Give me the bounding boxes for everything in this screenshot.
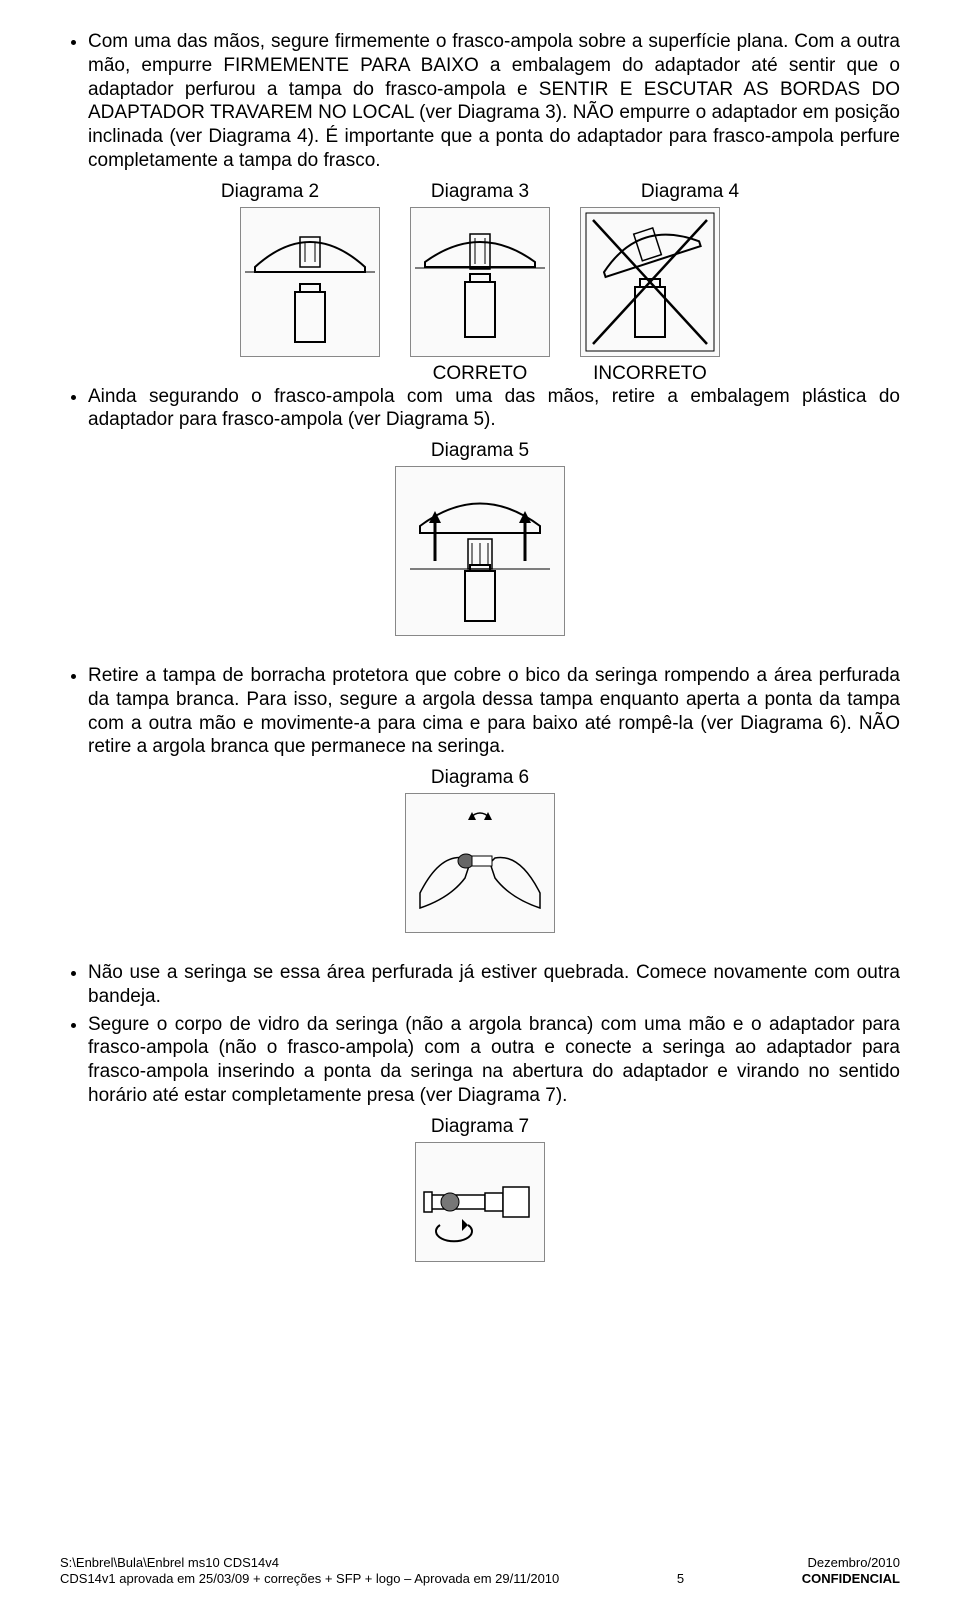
footer-page-number: 5 [651, 1571, 711, 1587]
diagram-7-wrap [60, 1142, 900, 1262]
correto-label: CORRETO [410, 363, 550, 385]
incorreto-label: INCORRETO [580, 363, 720, 385]
footer-left: S:\Enbrel\Bula\Enbrel ms10 CDS14v4 CDS14… [60, 1555, 559, 1588]
bullet-list-4: Não use a seringa se essa área perfurada… [60, 961, 900, 1108]
diagram-2-label: Diagrama 2 [200, 181, 340, 203]
bullet-item: Segure o corpo de vidro da seringa (não … [88, 1013, 900, 1108]
diagram-6-image [405, 793, 555, 933]
diagram-5-image [395, 466, 565, 636]
footer-right: Dezembro/2010 CONFIDENCIAL [802, 1555, 900, 1588]
bullet-item: Ainda segurando o frasco-ampola com uma … [88, 385, 900, 433]
document-page: Com uma das mãos, segure firmemente o fr… [0, 0, 960, 1603]
bullet-list-2: Ainda segurando o frasco-ampola com uma … [60, 385, 900, 433]
footer-right-line2: CONFIDENCIAL [802, 1571, 900, 1587]
diagram-6-wrap [60, 793, 900, 933]
bullet-list-1: Com uma das mãos, segure firmemente o fr… [60, 30, 900, 173]
diagram-7-image [415, 1142, 545, 1262]
diagram-4-image [580, 207, 720, 357]
correto-incorreto-row: CORRETO INCORRETO [60, 363, 900, 385]
diagram-6-label: Diagrama 6 [60, 767, 900, 789]
spacer [240, 363, 380, 385]
footer-right-line1: Dezembro/2010 [802, 1555, 900, 1571]
diagram-row-234-labels: Diagrama 2 Diagrama 3 Diagrama 4 [60, 181, 900, 203]
footer-left-line2: CDS14v1 aprovada em 25/03/09 + correções… [60, 1571, 559, 1587]
bullet-item: Com uma das mãos, segure firmemente o fr… [88, 30, 900, 173]
page-footer: S:\Enbrel\Bula\Enbrel ms10 CDS14v4 CDS14… [60, 1555, 900, 1588]
bullet-item: Não use a seringa se essa área perfurada… [88, 961, 900, 1009]
diagram-row-234-images [60, 207, 900, 357]
diagram-2-image [240, 207, 380, 357]
diagram-3-label: Diagrama 3 [410, 181, 550, 203]
diagram-7-label: Diagrama 7 [60, 1116, 900, 1138]
diagram-5-label: Diagrama 5 [60, 440, 900, 462]
diagram-3-image [410, 207, 550, 357]
bullet-item: Retire a tampa de borracha protetora que… [88, 664, 900, 759]
bullet-list-3: Retire a tampa de borracha protetora que… [60, 664, 900, 759]
footer-left-line1: S:\Enbrel\Bula\Enbrel ms10 CDS14v4 [60, 1555, 559, 1571]
diagram-5-wrap [60, 466, 900, 636]
diagram-4-label: Diagrama 4 [620, 181, 760, 203]
